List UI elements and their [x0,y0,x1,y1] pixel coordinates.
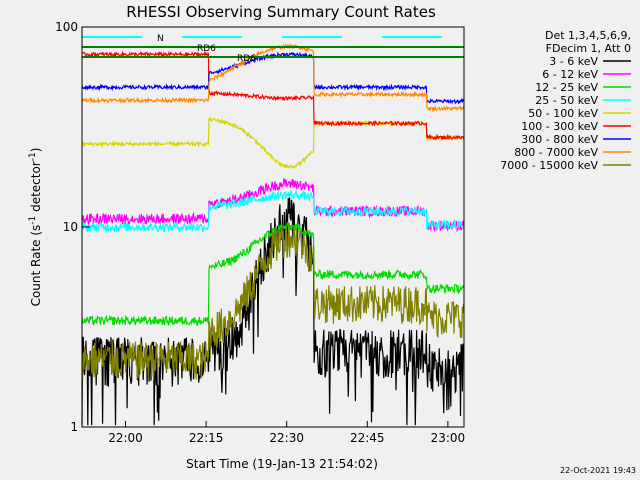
series-line [81,51,465,105]
series-7 [81,51,465,105]
x-tick-label: 22:00 [108,431,143,445]
series-6 [81,50,465,141]
x-axis-ticks: 22:00 22:15 22:30 22:45 23:00 [108,421,465,445]
y-tick-label: 10 [63,220,78,234]
x-tick-label: 22:45 [350,431,385,445]
x-axis-label: Start Time (19-Jan-13 21:54:02) [186,457,378,471]
flag-label: RD6 [197,44,216,54]
series-4 [81,189,465,234]
series-line [81,178,465,233]
series-line [81,222,465,380]
y-axis-label: Count Rate (s-1 detector-1) [28,148,43,307]
legend-header-detectors: Det 1,3,4,5,6,9, [545,29,631,42]
series-3 [81,221,465,327]
series-line [81,50,465,141]
flag-label: RD6 [237,54,256,64]
legend-label: 300 - 800 keV [521,133,598,146]
flag-label: N [157,34,164,44]
series-8 [81,43,465,113]
series-line [81,221,465,327]
legend-label: 12 - 25 keV [535,81,598,94]
series-line [81,189,465,234]
y-axis-ticks: 1 10 100 [55,20,90,434]
legend-label: 7000 - 15000 keV [500,159,598,172]
series-5 [82,115,464,170]
x-tick-label: 22:15 [189,431,224,445]
x-tick-label: 23:00 [431,431,466,445]
legend-header-decimation: FDecim 1, Att 0 [546,42,631,55]
chart-title: RHESSI Observing Summary Count Rates [126,3,436,21]
plot-area: N RD6 RD6 [81,34,465,426]
legend-label: 3 - 6 keV [549,55,598,68]
legend-label: 25 - 50 keV [535,94,598,107]
y-tick-label: 100 [55,20,78,34]
legend-label: 50 - 100 keV [528,107,598,120]
legend-label: 800 - 7000 keV [514,146,598,159]
y-tick-label: 1 [70,420,78,434]
generation-timestamp: 22-Oct-2021 19:43 [560,466,636,475]
legend-label: 6 - 12 keV [542,68,598,81]
x-tick-label: 22:30 [269,431,304,445]
legend-label: 100 - 300 keV [521,120,598,133]
series-line [82,115,464,170]
series-9 [81,222,465,380]
series-2 [81,178,465,233]
legend: Det 1,3,4,5,6,9, FDecim 1, Att 0 3 - 6 k… [500,29,631,172]
series-line [81,43,465,113]
